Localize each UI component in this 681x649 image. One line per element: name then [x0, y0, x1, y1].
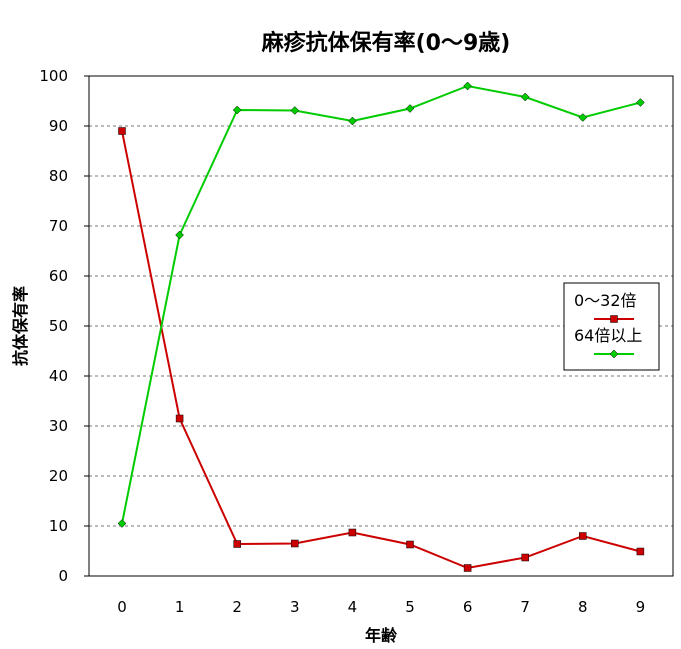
data-point: [118, 127, 126, 135]
y-tick-label: 90: [49, 117, 68, 135]
x-tick-label: 6: [463, 598, 473, 616]
data-point: [348, 116, 357, 126]
legend-label-series-1: 0～32倍: [574, 291, 637, 310]
data-point: [579, 532, 587, 540]
y-axis-label: 抗体保有率: [11, 286, 30, 366]
y-axis-ticks: 0 10 20 30 40 50 60 70 80 90 100: [39, 67, 89, 585]
x-tick-label: 4: [348, 598, 358, 616]
x-tick-label: 7: [520, 598, 530, 616]
y-tick-label: 0: [58, 567, 68, 585]
x-tick-label: 0: [117, 598, 127, 616]
chart-title: 麻疹抗体保有率(0～9歳): [261, 30, 511, 56]
y-tick-label: 50: [49, 317, 68, 335]
x-tick-label: 2: [232, 598, 242, 616]
data-point: [117, 519, 127, 528]
y-tick-label: 40: [49, 367, 68, 385]
data-point: [290, 106, 300, 115]
y-tick-label: 30: [49, 417, 68, 435]
legend-marker-series-1: [610, 315, 618, 323]
x-tick-label: 9: [636, 598, 646, 616]
series-2: [117, 81, 645, 528]
data-point: [521, 553, 529, 562]
data-point: [520, 92, 530, 102]
x-axis-ticks: 0 1 2 3 4 5 6 7 8 9: [117, 598, 645, 616]
x-tick-label: 8: [578, 598, 588, 616]
data-point: [233, 540, 241, 548]
y-tick-label: 80: [49, 167, 68, 185]
y-tick-label: 60: [49, 267, 68, 285]
legend-marker-series-2: [609, 349, 619, 359]
series-line: [121, 130, 641, 570]
data-point: [291, 539, 299, 548]
data-point: [405, 104, 415, 113]
x-axis-label: 年齢: [365, 626, 398, 645]
data-point: [406, 540, 414, 549]
series-line: [121, 84, 641, 524]
data-point: [636, 547, 645, 556]
y-tick-label: 100: [39, 67, 68, 85]
data-point: [463, 564, 472, 572]
y-tick-label: 20: [49, 467, 68, 485]
data-point: [348, 528, 357, 537]
data-point: [175, 414, 184, 423]
data-point: [636, 98, 645, 107]
data-point: [232, 105, 242, 115]
series-1: [118, 127, 645, 572]
data-point: [175, 230, 184, 240]
x-tick-label: 5: [405, 598, 415, 616]
y-tick-label: 10: [49, 517, 68, 535]
x-tick-label: 3: [290, 598, 300, 616]
data-point: [463, 81, 472, 91]
series-layer: [117, 81, 645, 572]
x-tick-label: 1: [175, 598, 185, 616]
data-point: [578, 113, 588, 122]
legend-label-series-2: 64倍以上: [574, 326, 642, 345]
legend: 0～32倍 64倍以上: [563, 282, 660, 371]
y-tick-label: 70: [49, 217, 68, 235]
